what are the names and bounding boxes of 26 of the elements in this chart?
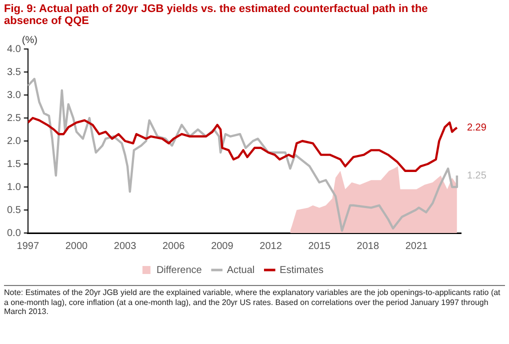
y-tick-label: 2.5 bbox=[6, 112, 22, 124]
x-tick-label: 2003 bbox=[114, 240, 137, 252]
x-tick-label: 2015 bbox=[308, 240, 331, 252]
y-tick-label: 2.0 bbox=[6, 136, 22, 147]
legend-label: Estimates bbox=[280, 264, 324, 276]
y-tick-label: 0.5 bbox=[6, 204, 22, 216]
x-tick-label: 2018 bbox=[356, 240, 380, 252]
y-tick-label: 1.0 bbox=[6, 182, 22, 193]
chart-title: Fig. 9: Actual path of 20yr JGB yields vs. the estimated counterfactual path in the absence of QQE bbox=[3, 2, 429, 29]
x-tick-label: 2012 bbox=[260, 240, 282, 252]
y-tick-label: 1.5 bbox=[6, 158, 22, 170]
x-tick-label: 1997 bbox=[16, 240, 40, 252]
legend-label: Difference bbox=[156, 264, 202, 276]
y-tick-label: 3.0 bbox=[6, 90, 22, 101]
x-tick-label: 2000 bbox=[65, 240, 88, 252]
y-tick-label: 3.5 bbox=[6, 66, 22, 78]
x-tick-label: 2021 bbox=[405, 240, 428, 252]
y-tick-label: 4.0 bbox=[6, 44, 22, 55]
annotation: 1.25 bbox=[466, 170, 487, 182]
annotation: 2.29 bbox=[466, 122, 487, 134]
y-tick-label: 0.0 bbox=[6, 228, 22, 239]
legend-label: Actual bbox=[226, 264, 255, 276]
x-tick-label: 2009 bbox=[211, 240, 234, 252]
y-axis-title: (%) bbox=[22, 34, 38, 46]
text: Note: Estimates of the 20yr JGB yield are the explained variable, where the explanatory variables are the job openings-to-applicants ratio (at a one-month lag), core inflation (at a one-month lag), and the 20yr US rates. Based on correlations over the period January 1997 through March 2013. bbox=[4, 288, 505, 316]
x-tick-label: 2006 bbox=[162, 240, 186, 252]
